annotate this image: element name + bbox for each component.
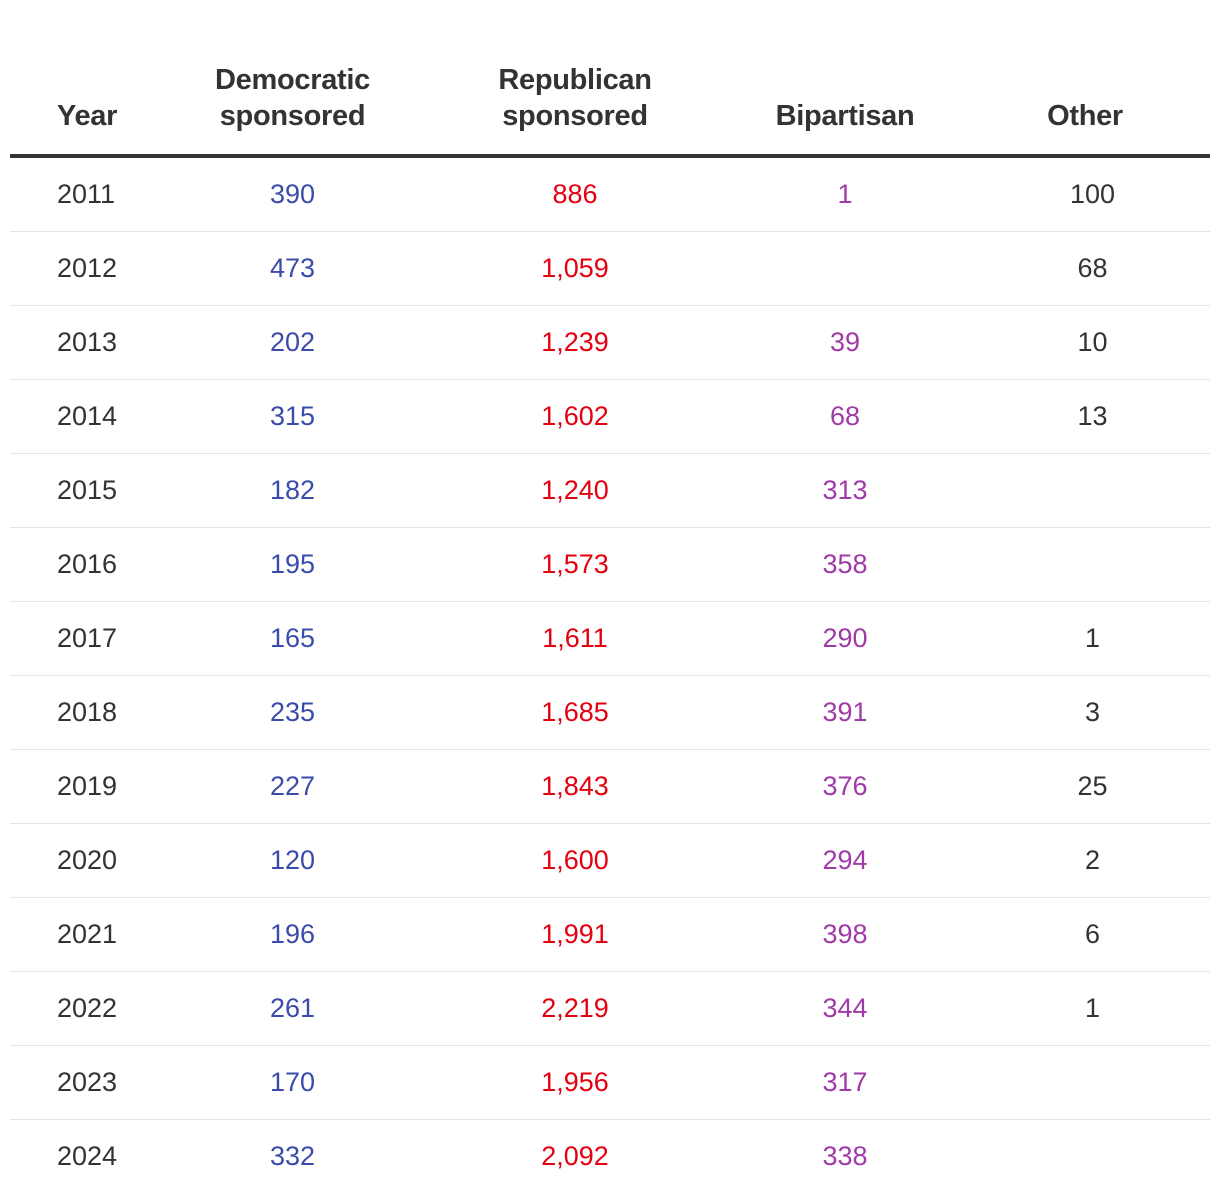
header-other: Other xyxy=(960,0,1210,156)
cell-other: 1 xyxy=(960,972,1210,1046)
cell-other: 10 xyxy=(960,306,1210,380)
cell-democratic: 261 xyxy=(165,972,420,1046)
cell-bipartisan: 39 xyxy=(730,306,960,380)
cell-bipartisan: 68 xyxy=(730,380,960,454)
header-row: Year Democratic sponsored Republican spo… xyxy=(10,0,1210,156)
cell-year: 2012 xyxy=(10,232,165,306)
cell-other xyxy=(960,1046,1210,1120)
cell-year: 2022 xyxy=(10,972,165,1046)
cell-bipartisan: 290 xyxy=(730,602,960,676)
header-republican-line-1: Republican xyxy=(498,64,651,96)
header-democratic-sponsored: Democratic sponsored xyxy=(165,0,420,156)
cell-democratic: 165 xyxy=(165,602,420,676)
cell-year: 2020 xyxy=(10,824,165,898)
table-header: Year Democratic sponsored Republican spo… xyxy=(10,0,1210,156)
cell-democratic: 170 xyxy=(165,1046,420,1120)
header-republican-line-2: sponsored xyxy=(502,100,648,132)
cell-bipartisan: 376 xyxy=(730,750,960,824)
cell-democratic: 196 xyxy=(165,898,420,972)
cell-democratic: 195 xyxy=(165,528,420,602)
cell-bipartisan: 294 xyxy=(730,824,960,898)
cell-republican: 886 xyxy=(420,156,730,232)
cell-other: 2 xyxy=(960,824,1210,898)
cell-republican: 1,602 xyxy=(420,380,730,454)
cell-republican: 1,991 xyxy=(420,898,730,972)
cell-year: 2016 xyxy=(10,528,165,602)
cell-republican: 1,059 xyxy=(420,232,730,306)
header-democratic-line-2: sponsored xyxy=(220,100,366,132)
cell-year: 2014 xyxy=(10,380,165,454)
cell-republican: 2,219 xyxy=(420,972,730,1046)
cell-republican: 1,685 xyxy=(420,676,730,750)
cell-republican: 1,611 xyxy=(420,602,730,676)
cell-bipartisan: 1 xyxy=(730,156,960,232)
cell-bipartisan: 358 xyxy=(730,528,960,602)
cell-other xyxy=(960,528,1210,602)
cell-bipartisan xyxy=(730,232,960,306)
cell-year: 2013 xyxy=(10,306,165,380)
cell-bipartisan: 313 xyxy=(730,454,960,528)
cell-other: 1 xyxy=(960,602,1210,676)
cell-year: 2011 xyxy=(10,156,165,232)
cell-democratic: 120 xyxy=(165,824,420,898)
cell-other: 100 xyxy=(960,156,1210,232)
cell-democratic: 202 xyxy=(165,306,420,380)
cell-democratic: 182 xyxy=(165,454,420,528)
cell-other: 6 xyxy=(960,898,1210,972)
cell-republican: 1,239 xyxy=(420,306,730,380)
cell-other xyxy=(960,454,1210,528)
cell-year: 2017 xyxy=(10,602,165,676)
sponsorship-table: Year Democratic sponsored Republican spo… xyxy=(10,0,1210,1193)
cell-republican: 1,573 xyxy=(420,528,730,602)
cell-bipartisan: 344 xyxy=(730,972,960,1046)
cell-year: 2023 xyxy=(10,1046,165,1120)
cell-democratic: 390 xyxy=(165,156,420,232)
cell-bipartisan: 398 xyxy=(730,898,960,972)
cell-other: 25 xyxy=(960,750,1210,824)
cell-bipartisan: 391 xyxy=(730,676,960,750)
header-bipartisan: Bipartisan xyxy=(730,0,960,156)
cell-republican: 1,956 xyxy=(420,1046,730,1120)
header-republican-sponsored: Republican sponsored xyxy=(420,0,730,156)
cell-democratic: 235 xyxy=(165,676,420,750)
cell-democratic: 473 xyxy=(165,232,420,306)
cell-other: 68 xyxy=(960,232,1210,306)
cell-year: 2015 xyxy=(10,454,165,528)
cell-republican: 1,600 xyxy=(420,824,730,898)
cell-other: 3 xyxy=(960,676,1210,750)
header-democratic-line-1: Democratic xyxy=(215,64,370,96)
sponsorship-table-container: Year Democratic sponsored Republican spo… xyxy=(10,0,1210,1193)
cell-bipartisan: 317 xyxy=(730,1046,960,1120)
cell-year: 2021 xyxy=(10,898,165,972)
cell-other: 13 xyxy=(960,380,1210,454)
cell-republican: 1,240 xyxy=(420,454,730,528)
cell-republican: 1,843 xyxy=(420,750,730,824)
cell-year: 2018 xyxy=(10,676,165,750)
cell-democratic: 315 xyxy=(165,380,420,454)
header-year: Year xyxy=(10,0,165,156)
cell-democratic: 227 xyxy=(165,750,420,824)
cell-year: 2019 xyxy=(10,750,165,824)
